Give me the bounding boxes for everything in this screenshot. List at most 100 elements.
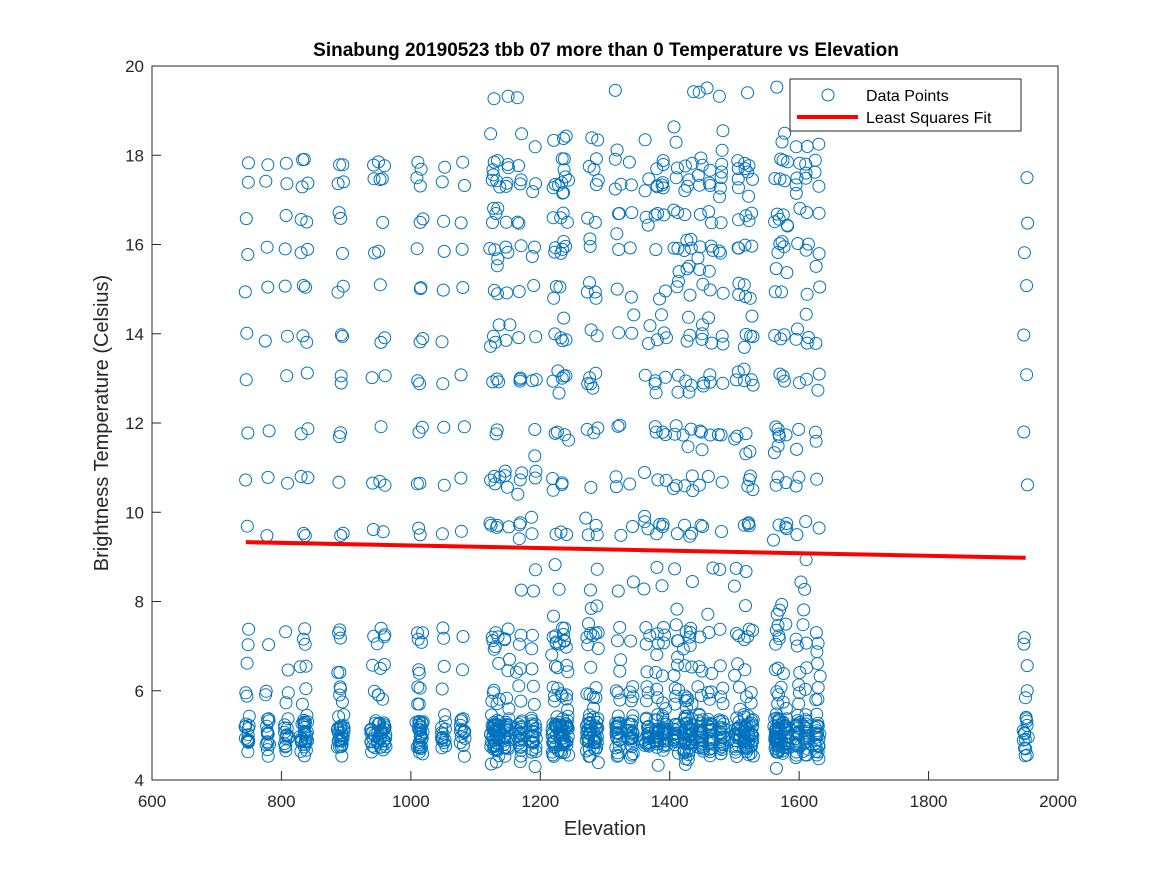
data-point <box>501 664 515 678</box>
data-point <box>641 218 655 232</box>
data-point <box>650 691 664 705</box>
data-point <box>744 329 758 343</box>
data-point <box>525 745 539 759</box>
data-point <box>499 179 513 193</box>
data-point <box>525 662 539 676</box>
data-point <box>483 516 497 530</box>
data-point <box>746 483 760 497</box>
data-point <box>808 165 822 179</box>
data-point <box>746 172 759 186</box>
data-point <box>716 337 730 351</box>
x-tick-label: 2000 <box>1039 792 1077 811</box>
data-point <box>714 690 728 704</box>
legend: Data Points Least Squares Fit <box>789 78 1022 132</box>
data-point <box>512 285 526 298</box>
data-point <box>792 376 806 390</box>
data-point <box>591 642 605 655</box>
data-point <box>626 575 640 589</box>
data-point <box>513 516 527 530</box>
data-point <box>584 660 598 674</box>
data-point <box>773 367 787 381</box>
data-point <box>416 715 430 729</box>
data-point <box>492 375 506 389</box>
data-point <box>278 242 292 256</box>
data-point <box>642 172 656 186</box>
data-point <box>587 426 601 440</box>
data-point <box>413 335 427 349</box>
data-point <box>746 330 760 344</box>
data-point <box>301 242 315 256</box>
data-point <box>579 511 593 525</box>
data-point <box>456 630 470 643</box>
data-point <box>671 368 685 382</box>
data-point <box>333 158 347 172</box>
data-point <box>335 749 349 763</box>
data-point <box>715 475 729 489</box>
data-point <box>706 243 720 257</box>
data-point <box>638 515 652 529</box>
data-point <box>548 245 562 259</box>
data-point <box>682 173 696 187</box>
data-point <box>491 287 504 301</box>
data-point <box>739 565 753 578</box>
data-point <box>681 753 695 766</box>
data-point <box>280 369 294 383</box>
data-point <box>278 718 292 732</box>
data-point <box>641 522 655 536</box>
data-point <box>413 681 427 695</box>
data-point <box>557 634 571 647</box>
data-point <box>298 734 312 748</box>
data-point <box>529 373 543 387</box>
data-point <box>732 276 746 290</box>
data-point <box>800 287 814 301</box>
data-point <box>667 482 680 495</box>
data-point <box>713 715 727 729</box>
data-point <box>672 265 686 279</box>
data-point <box>558 170 572 184</box>
data-point <box>626 709 640 723</box>
data-point <box>659 473 673 487</box>
data-point <box>791 322 804 336</box>
data-point <box>623 477 637 491</box>
data-point <box>377 658 391 671</box>
data-point <box>809 745 823 758</box>
data-point <box>727 579 741 593</box>
data-point <box>810 472 824 486</box>
data-point <box>810 707 824 721</box>
data-point <box>560 215 574 229</box>
data-point <box>659 428 672 442</box>
data-point <box>527 279 541 292</box>
data-point <box>337 708 351 722</box>
data-point <box>683 744 696 758</box>
data-point <box>378 331 392 345</box>
data-point <box>609 684 623 698</box>
data-point <box>678 208 692 222</box>
data-point <box>590 528 604 542</box>
data-point <box>435 175 449 189</box>
data-point <box>584 626 597 640</box>
data-point <box>624 178 638 192</box>
data-point <box>512 679 526 693</box>
data-point <box>703 375 717 389</box>
data-point <box>412 666 426 680</box>
data-point <box>557 369 571 383</box>
data-point <box>744 726 758 740</box>
data-point <box>808 153 822 167</box>
data-point <box>650 682 664 696</box>
data-point <box>685 712 699 726</box>
data-point <box>678 479 692 493</box>
data-point <box>412 425 426 439</box>
data-point <box>799 708 813 722</box>
data-point <box>685 575 699 588</box>
data-point <box>680 262 694 276</box>
data-point <box>671 385 685 399</box>
data-point <box>376 721 390 735</box>
data-point <box>658 628 672 642</box>
data-point <box>813 727 827 741</box>
data-points-layer <box>238 80 1035 775</box>
data-point <box>694 518 708 532</box>
data-point <box>738 162 752 176</box>
data-point <box>744 686 758 699</box>
data-point <box>591 756 605 770</box>
data-point <box>525 711 538 725</box>
